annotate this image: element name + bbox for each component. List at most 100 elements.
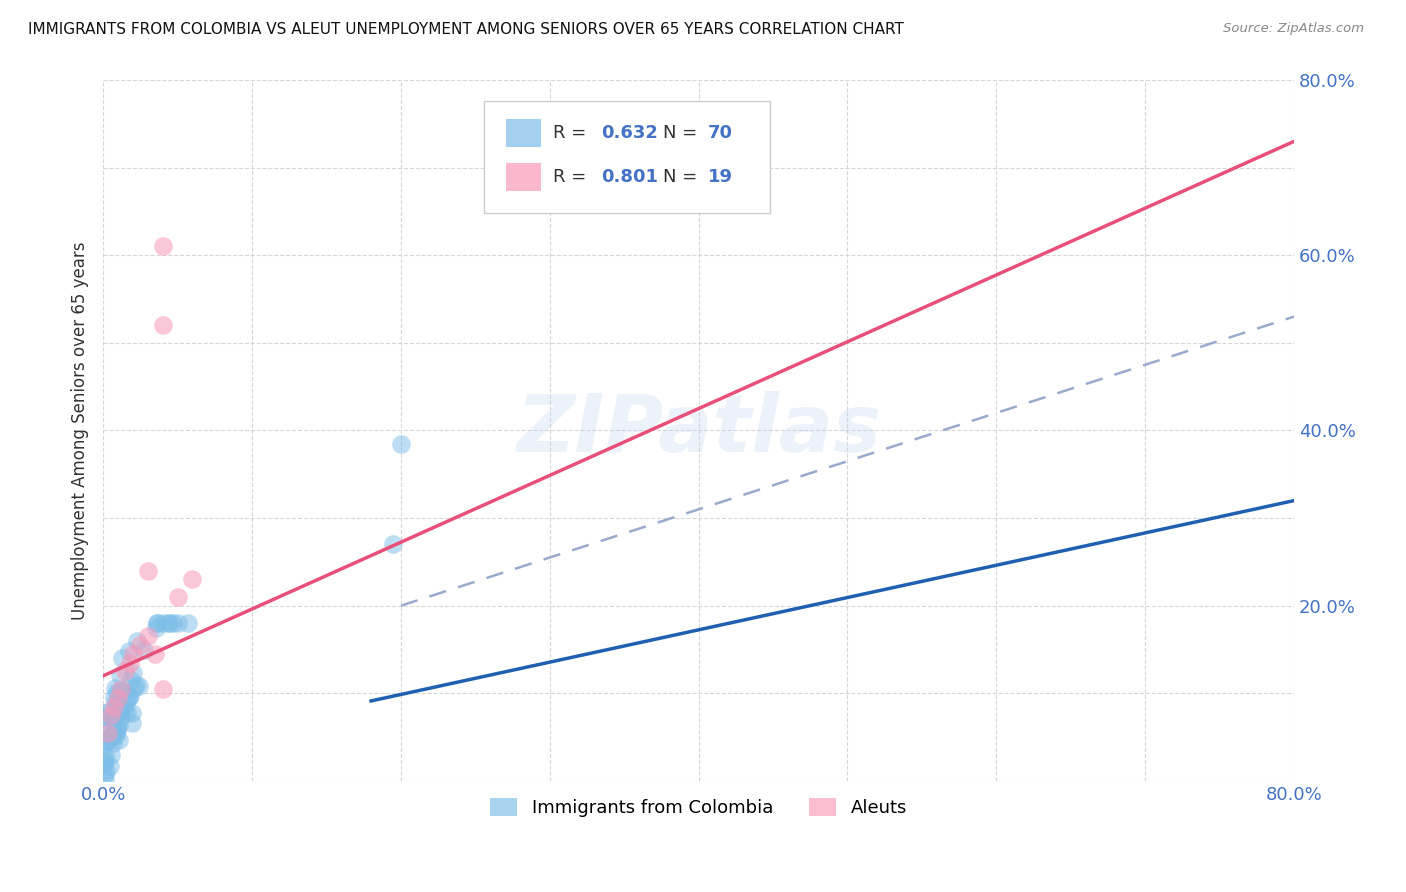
Point xyxy=(389,436,412,450)
Point xyxy=(128,679,150,693)
Point xyxy=(104,728,127,742)
Point xyxy=(105,685,128,699)
Point xyxy=(108,711,131,725)
Text: 70: 70 xyxy=(709,124,733,142)
Point xyxy=(94,767,117,781)
Text: 0.801: 0.801 xyxy=(600,168,658,186)
Point xyxy=(98,722,121,736)
Point xyxy=(107,698,129,712)
Point xyxy=(118,656,141,670)
Point xyxy=(110,668,132,682)
Point xyxy=(177,616,200,631)
Point xyxy=(101,736,124,750)
Point xyxy=(105,725,128,739)
Point xyxy=(108,700,131,714)
Point xyxy=(117,690,139,704)
Point xyxy=(152,239,174,253)
Point xyxy=(94,773,117,788)
Point xyxy=(181,573,204,587)
Point xyxy=(122,681,145,695)
Point xyxy=(100,708,122,723)
Point xyxy=(97,726,120,740)
Point xyxy=(129,638,152,652)
Text: 19: 19 xyxy=(709,168,733,186)
Point xyxy=(114,665,136,679)
Point xyxy=(98,714,121,728)
Point xyxy=(93,754,115,768)
Point xyxy=(114,697,136,711)
Point xyxy=(104,681,127,695)
Text: N =: N = xyxy=(662,124,703,142)
Point xyxy=(382,537,405,551)
Point xyxy=(93,734,115,748)
Point xyxy=(93,757,115,772)
Point xyxy=(132,643,155,657)
Point xyxy=(108,706,131,721)
Point xyxy=(100,729,122,743)
Point xyxy=(103,712,125,726)
FancyBboxPatch shape xyxy=(506,162,541,191)
Point xyxy=(117,691,139,706)
Point xyxy=(152,318,174,333)
Point xyxy=(112,683,135,698)
Point xyxy=(115,706,138,720)
Point xyxy=(94,749,117,764)
Point xyxy=(143,647,166,661)
Point xyxy=(100,748,122,763)
Point xyxy=(167,616,190,631)
Point xyxy=(717,178,740,193)
Point xyxy=(103,715,125,730)
Point xyxy=(112,700,135,714)
Point xyxy=(688,186,710,201)
Point xyxy=(118,689,141,703)
Point xyxy=(104,697,127,711)
Text: 0.632: 0.632 xyxy=(600,124,658,142)
Legend: Immigrants from Colombia, Aleuts: Immigrants from Colombia, Aleuts xyxy=(482,790,914,824)
Point xyxy=(100,731,122,745)
Text: N =: N = xyxy=(662,168,703,186)
Point xyxy=(118,644,141,658)
Point xyxy=(103,699,125,714)
Point xyxy=(111,651,134,665)
Point xyxy=(107,718,129,732)
Point xyxy=(105,723,128,737)
Text: R =: R = xyxy=(554,124,592,142)
Point xyxy=(107,690,129,705)
Point xyxy=(120,673,142,687)
Point xyxy=(162,616,184,631)
Point xyxy=(122,666,145,681)
Point xyxy=(98,733,121,747)
Point xyxy=(98,759,121,773)
Point xyxy=(97,708,120,723)
Point xyxy=(145,616,167,631)
Y-axis label: Unemployment Among Seniors over 65 years: Unemployment Among Seniors over 65 years xyxy=(72,241,89,620)
Point xyxy=(125,634,148,648)
Point xyxy=(104,709,127,723)
Text: R =: R = xyxy=(554,168,592,186)
Point xyxy=(159,616,181,631)
Point xyxy=(97,705,120,719)
Point xyxy=(103,690,125,705)
Point xyxy=(166,590,188,604)
Text: Source: ZipAtlas.com: Source: ZipAtlas.com xyxy=(1223,22,1364,36)
FancyBboxPatch shape xyxy=(484,101,770,213)
Point xyxy=(121,715,143,730)
Point xyxy=(156,616,179,631)
Point xyxy=(93,739,115,753)
Point xyxy=(152,681,174,696)
Text: IMMIGRANTS FROM COLOMBIA VS ALEUT UNEMPLOYMENT AMONG SENIORS OVER 65 YEARS CORRE: IMMIGRANTS FROM COLOMBIA VS ALEUT UNEMPL… xyxy=(28,22,904,37)
Point xyxy=(145,621,167,635)
Point xyxy=(105,706,128,720)
FancyBboxPatch shape xyxy=(506,119,541,146)
Point xyxy=(110,681,132,696)
Point xyxy=(105,720,128,734)
Point xyxy=(121,706,143,721)
Text: ZIPatlas: ZIPatlas xyxy=(516,392,882,469)
Point xyxy=(97,705,120,719)
Point xyxy=(125,678,148,692)
Point xyxy=(146,616,169,631)
Point xyxy=(152,616,174,631)
Point xyxy=(122,647,145,661)
Point xyxy=(107,697,129,711)
Point xyxy=(107,733,129,747)
